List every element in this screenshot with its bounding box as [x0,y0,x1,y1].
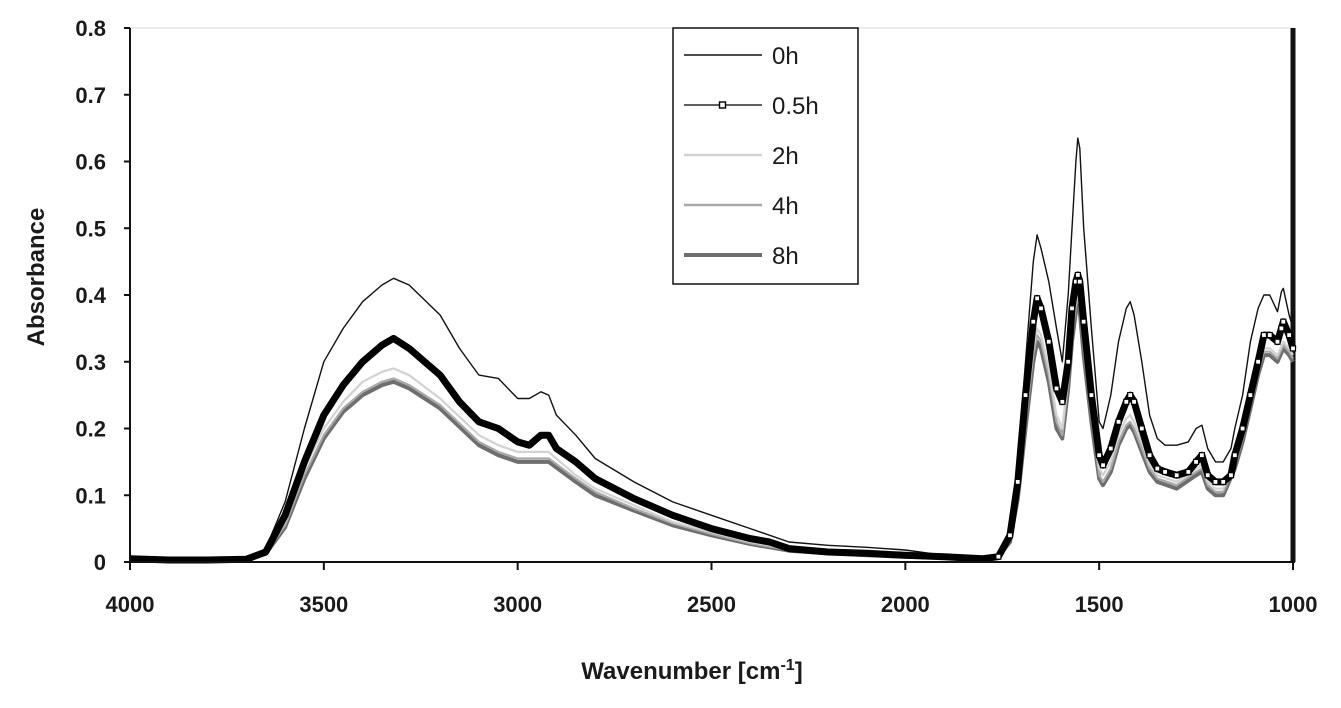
legend-label: 4h [772,193,799,220]
series-marker-0.5h [1014,478,1021,485]
y-tick-label: 0.3 [75,350,106,375]
series-marker-0.5h [1059,398,1066,405]
y-tick-label: 0.6 [75,150,106,175]
legend-label: 0.5h [772,93,819,120]
series-8h [129,303,1295,562]
series-marker-0.5h [1053,385,1060,392]
series-marker-0.5h [1198,452,1205,459]
y-tick-label: 0.5 [75,216,106,241]
x-axis-title-main: Wavenumber [cm [581,658,780,685]
legend-label: 0h [772,43,799,70]
series-marker-0.5h [1065,358,1072,365]
series-marker-0.5h [1289,345,1297,352]
x-tick-label: 4000 [106,592,155,617]
x-tick-label: 3000 [493,592,542,617]
series-0h [129,137,1294,561]
series-marker-0.5h [1185,468,1192,475]
x-axis-title-close: ] [795,658,803,685]
x-tick-label: 2500 [687,592,736,617]
series-marker-0.5h [1266,331,1273,339]
y-tick-label: 0.4 [75,283,106,308]
series-line-4h [129,297,1294,562]
series-marker-0.5h [1130,398,1138,405]
legend-marker [718,101,727,109]
series-2h [129,293,1294,562]
series-marker-0.5h [1080,318,1087,325]
series-marker-0.5h [1096,452,1103,459]
series-marker-0.5h [1088,392,1095,399]
x-tick-label: 1500 [1075,592,1124,617]
y-axis-title: Absorbance [23,208,50,347]
series-line-0.5h [129,271,1297,564]
y-tick-label: 0.8 [75,16,106,41]
legend: 0h 0.5h 2h 4h 8h [672,27,859,285]
series-line-8h [129,303,1295,562]
series-marker-0.5h [1037,305,1045,312]
y-tick-label: 0.1 [75,483,106,508]
series-marker-0.5h [1260,331,1268,339]
series-marker-0.5h [1107,445,1114,452]
x-axis-title: Wavenumber [cm-1] [581,657,802,685]
series-marker-0.5h [1146,452,1153,459]
axes-layer: 0 0.1 0.2 0.3 0.4 0.5 0.6 0.7 0.8 4000 3500 3000 250… [75,16,1317,617]
series-marker-0.5h [1204,472,1211,479]
series-marker-0.5h [1076,278,1083,285]
series-marker-0.5h [1247,392,1254,399]
legend-item-0.5h: 0.5h [684,93,819,120]
series-marker-0.5h [1068,305,1076,312]
series-marker-0.5h [1239,425,1246,432]
series-marker-0.5h [1030,318,1037,325]
series-line-0h [129,137,1294,561]
series-marker-0.5h [1278,325,1285,332]
series-0.5h [129,271,1297,564]
series-marker-0.5h [1006,532,1014,539]
legend-item-2h: 2h [684,143,799,170]
legend-label: 2h [772,143,799,170]
series-marker-0.5h [1231,452,1238,459]
series-marker-0.5h [1212,478,1219,485]
x-tick-label: 1000 [1269,592,1318,617]
legend-label: 8h [772,243,799,270]
series-layer [129,137,1297,564]
legend-item-4h: 4h [684,193,799,220]
series-marker-0.5h [1227,472,1235,479]
series-marker-0.5h [1173,472,1180,479]
y-tick-label: 0.7 [75,83,106,108]
y-tick-label: 0.2 [75,417,106,442]
series-marker-0.5h [995,553,1002,560]
x-axis-title-superscript: -1 [780,657,794,674]
series-marker-0.5h [1255,358,1262,365]
series-4h [129,297,1294,562]
series-marker-0.5h [1138,425,1145,432]
series-marker-0.5h [1161,468,1169,475]
series-marker-0.5h [1099,462,1107,469]
legend-item-8h: 8h [684,243,799,270]
series-marker-0.5h [1154,465,1161,472]
series-marker-0.5h [1220,478,1227,485]
series-line-2h [129,293,1294,562]
series-marker-0.5h [1274,338,1281,345]
series-marker-0.5h [1127,392,1134,399]
series-marker-0.5h [1022,392,1029,399]
series-marker-0.5h [1123,398,1130,405]
series-marker-0.5h [1034,295,1041,302]
legend-item-0h: 0h [684,43,799,70]
x-tick-label: 2000 [881,592,930,617]
series-marker-0.5h [1115,418,1122,425]
y-tick-label: 0 [94,550,106,575]
series-marker-0.5h [1074,271,1081,279]
series-marker-0.5h [1280,318,1287,325]
series-marker-0.5h [1286,331,1293,339]
x-tick-label: 3500 [299,592,348,617]
series-marker-0.5h [1045,338,1052,345]
series-marker-0.5h [1192,458,1200,465]
